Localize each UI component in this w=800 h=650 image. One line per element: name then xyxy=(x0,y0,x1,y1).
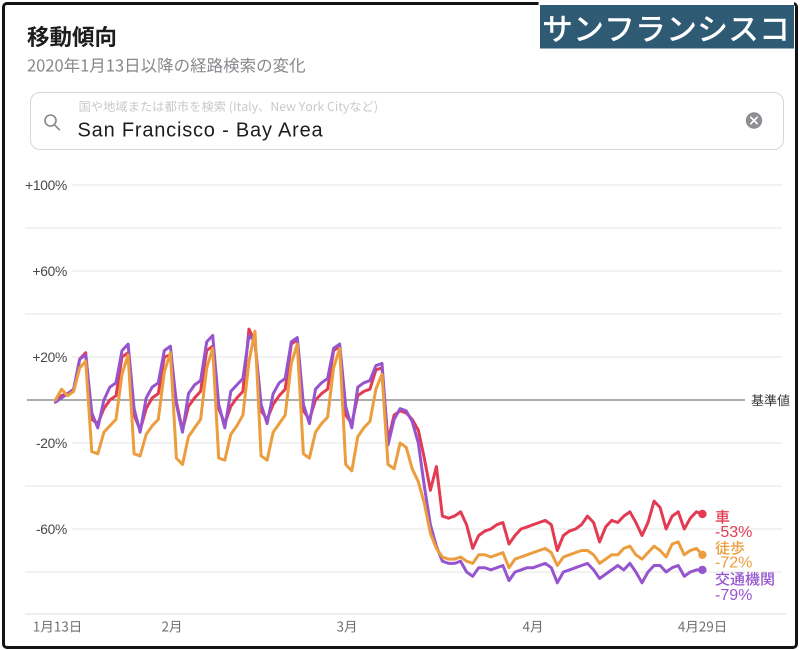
svg-text:-20%: -20% xyxy=(36,436,67,451)
svg-text:-53%: -53% xyxy=(715,524,752,541)
svg-text:+20%: +20% xyxy=(33,350,68,365)
svg-text:+60%: +60% xyxy=(33,264,68,279)
svg-text:San Francisco - Bay Area: San Francisco - Bay Area xyxy=(78,120,324,142)
svg-text:-72%: -72% xyxy=(715,555,752,572)
svg-text:-60%: -60% xyxy=(36,522,67,537)
svg-text:-79%: -79% xyxy=(715,587,752,604)
svg-text:+100%: +100% xyxy=(25,178,67,193)
